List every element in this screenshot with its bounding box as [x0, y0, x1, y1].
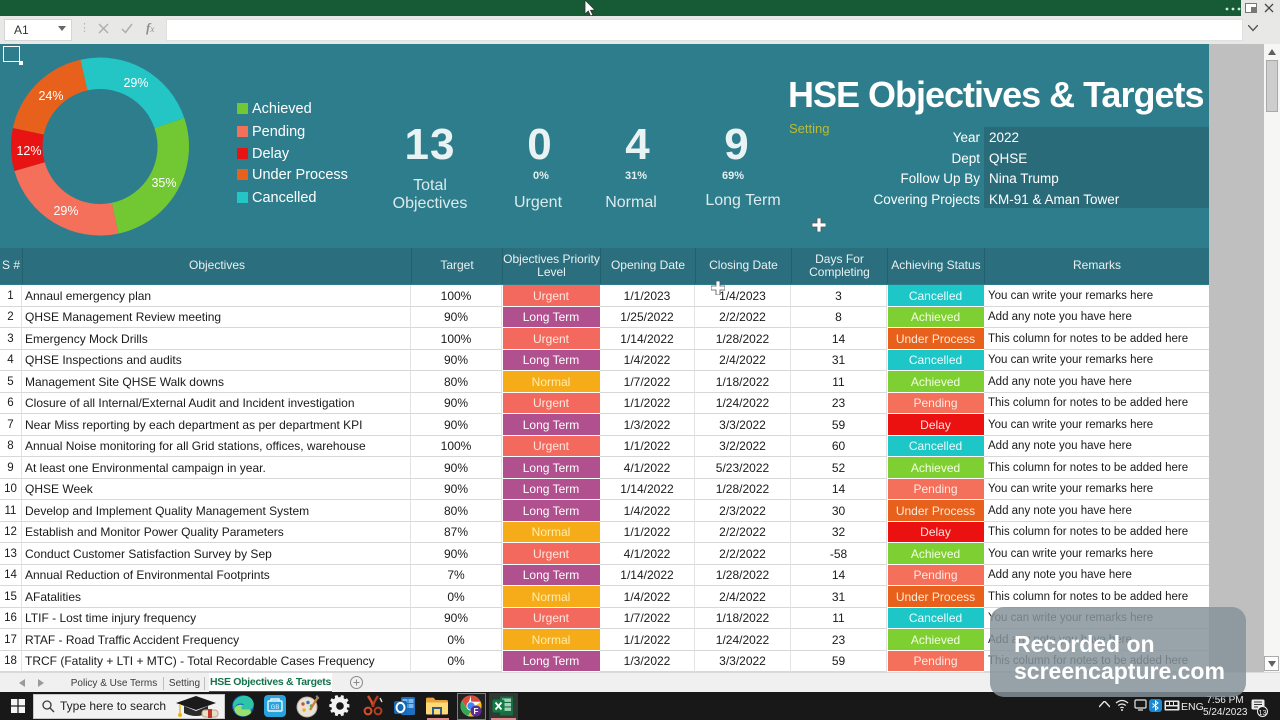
- svg-text:F: F: [474, 707, 479, 716]
- svg-text:GB: GB: [271, 705, 280, 711]
